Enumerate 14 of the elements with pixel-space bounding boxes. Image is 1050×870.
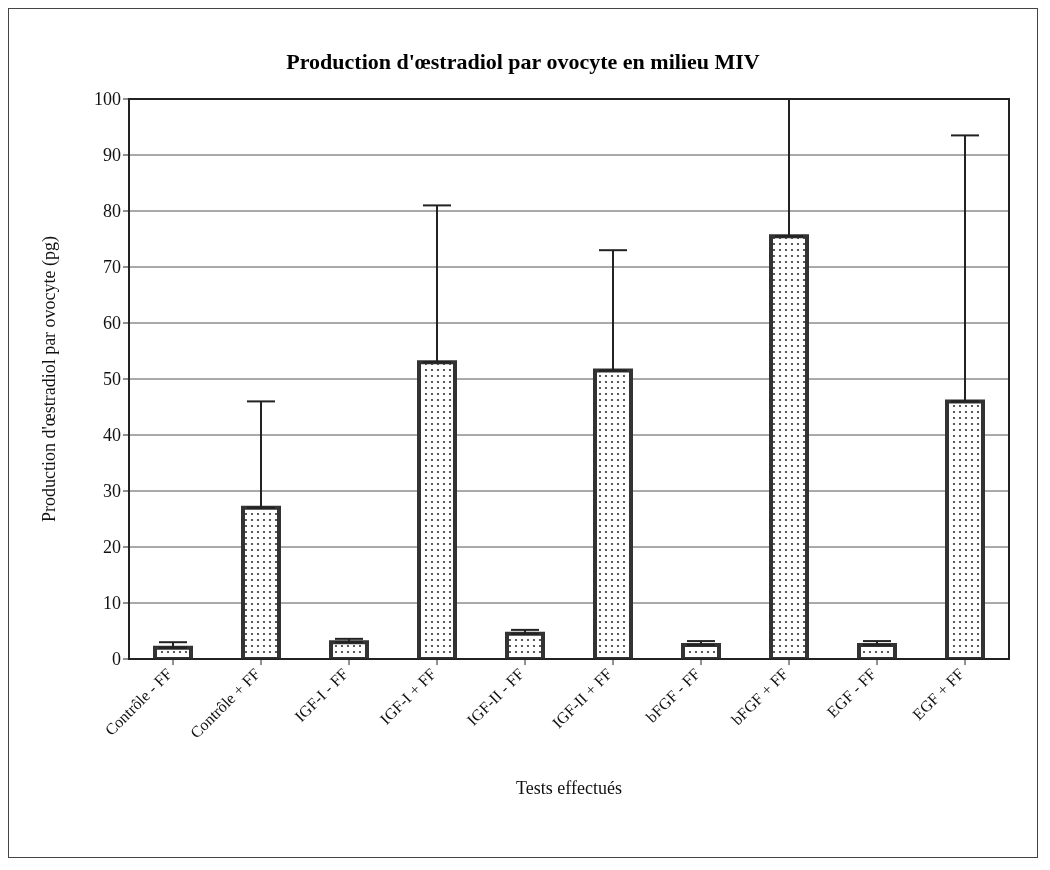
y-tick-label: 40 (103, 425, 121, 446)
y-tick-label: 70 (103, 257, 121, 278)
y-tick-label: 20 (103, 537, 121, 558)
y-tick-label: 30 (103, 481, 121, 502)
y-tick-label: 90 (103, 145, 121, 166)
y-tick-label: 60 (103, 313, 121, 334)
y-axis-title: Production d'œstradiol par ovocyte (pg) (39, 235, 61, 523)
y-tick-label: 0 (112, 649, 121, 670)
y-tick-label: 10 (103, 593, 121, 614)
y-tick-label: 50 (103, 369, 121, 390)
chart-title: Production d'œstradiol par ovocyte en milieu MIV (285, 48, 761, 76)
y-tick-label: 100 (94, 89, 121, 110)
x-axis-title: Tests effectués (516, 778, 622, 798)
y-tick-label: 80 (103, 201, 121, 222)
